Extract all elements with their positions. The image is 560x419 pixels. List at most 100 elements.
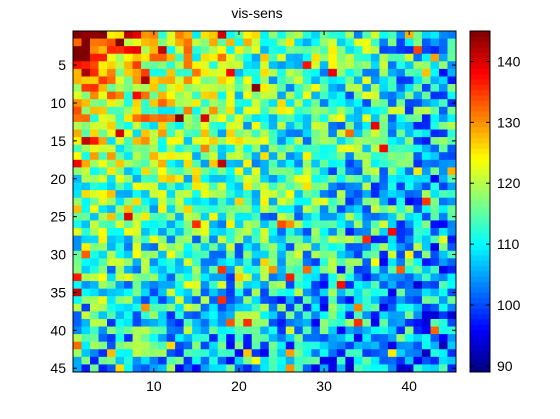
- heatmap-cell: [277, 349, 287, 358]
- heatmap-cell: [90, 152, 99, 161]
- heatmap-cell: [209, 174, 219, 183]
- heatmap-cell: [73, 220, 82, 229]
- heatmap-cell: [209, 212, 219, 221]
- heatmap-cell: [319, 152, 329, 161]
- heatmap-cell: [124, 265, 133, 274]
- heatmap-cell: [260, 235, 270, 244]
- heatmap-cell: [226, 61, 236, 70]
- heatmap-cell: [396, 190, 406, 199]
- x-axis-ticks: 10 20 30 40: [146, 31, 417, 394]
- heatmap-cell: [413, 144, 423, 153]
- heatmap-cell: [141, 243, 150, 252]
- heatmap-cell: [175, 53, 185, 62]
- heatmap-cell: [183, 152, 193, 161]
- heatmap-cell: [115, 91, 125, 100]
- heatmap-cell: [81, 152, 91, 161]
- heatmap-cell: [158, 250, 168, 259]
- heatmap-cell: [362, 220, 372, 229]
- heatmap-cell: [132, 250, 142, 259]
- heatmap-cell: [166, 190, 176, 199]
- heatmap-cell: [149, 84, 159, 93]
- heatmap-cell: [81, 84, 91, 93]
- heatmap-cell: [124, 68, 133, 77]
- heatmap-cell: [200, 288, 210, 297]
- heatmap-cell: [404, 159, 414, 168]
- heatmap-cell: [251, 356, 261, 365]
- heatmap-cell: [268, 106, 278, 115]
- heatmap-cell: [404, 61, 414, 70]
- heatmap-cell: [217, 258, 227, 267]
- heatmap-cell: [362, 356, 372, 365]
- heatmap-cell: [260, 197, 270, 206]
- heatmap-cell: [234, 341, 244, 350]
- heatmap-cell: [387, 273, 397, 282]
- heatmap-cell: [421, 258, 431, 267]
- colorbar-segment: [470, 238, 490, 245]
- heatmap-cell: [336, 159, 346, 168]
- heatmap-cell: [149, 137, 159, 146]
- heatmap-cell: [396, 114, 406, 123]
- heatmap-cell: [404, 121, 414, 130]
- heatmap-cell: [260, 311, 270, 320]
- heatmap-cell: [73, 137, 82, 146]
- heatmap-cell: [387, 121, 397, 130]
- heatmap-cell: [149, 182, 159, 191]
- heatmap-cell: [379, 205, 389, 214]
- heatmap-cell: [192, 46, 202, 55]
- heatmap-cell: [243, 152, 253, 161]
- heatmap-cell: [90, 220, 99, 229]
- colorbar-segment: [470, 169, 490, 176]
- heatmap-cell: [226, 68, 236, 77]
- heatmap-cell: [404, 349, 414, 358]
- heatmap-cell: [217, 159, 227, 168]
- heatmap-cell: [115, 159, 125, 168]
- heatmap-cell: [362, 326, 372, 335]
- heatmap-cell: [192, 182, 202, 191]
- heatmap-cell: [192, 159, 202, 168]
- heatmap-cell: [430, 68, 440, 77]
- heatmap-cell: [447, 61, 457, 70]
- heatmap-cell: [421, 341, 431, 350]
- colorbar-segment: [470, 46, 490, 53]
- heatmap-cell: [209, 356, 219, 365]
- heatmap-cell: [141, 159, 150, 168]
- heatmap-cell: [294, 296, 304, 305]
- heatmap-cell: [141, 220, 150, 229]
- heatmap-cell: [277, 76, 287, 85]
- heatmap-cell: [277, 53, 287, 62]
- heatmap-cell: [447, 356, 457, 365]
- heatmap-cell: [98, 296, 108, 305]
- heatmap-cell: [311, 326, 321, 335]
- heatmap-cell: [302, 220, 312, 229]
- heatmap-cell: [81, 129, 91, 138]
- heatmap-cell: [421, 228, 431, 236]
- heatmap-cell: [285, 364, 295, 373]
- heatmap-cell: [158, 167, 168, 176]
- heatmap-cell: [413, 205, 423, 214]
- heatmap-cell: [73, 258, 82, 267]
- y-tick-label: 40: [50, 322, 66, 338]
- heatmap-cell: [158, 76, 168, 85]
- heatmap-cell: [141, 106, 150, 115]
- heatmap-cell: [107, 311, 116, 320]
- heatmap-cell: [90, 190, 99, 199]
- heatmap-cell: [311, 182, 321, 191]
- heatmap-cell: [345, 205, 355, 214]
- heatmap-cell: [183, 303, 193, 312]
- heatmap-cell: [226, 53, 236, 62]
- heatmap-cell: [413, 31, 423, 39]
- heatmap-cell: [166, 334, 176, 343]
- heatmap-cell: [285, 311, 295, 320]
- heatmap-cell: [260, 91, 270, 100]
- heatmap-cell: [149, 121, 159, 130]
- heatmap-cell: [158, 243, 168, 252]
- heatmap-cell: [336, 152, 346, 161]
- heatmap-cell: [209, 364, 219, 373]
- heatmap-cell: [183, 220, 193, 229]
- heatmap-cell: [217, 296, 227, 305]
- heatmap-cell: [311, 152, 321, 161]
- heatmap-cell: [149, 197, 159, 206]
- heatmap-cell: [98, 152, 108, 161]
- heatmap-cell: [285, 129, 295, 138]
